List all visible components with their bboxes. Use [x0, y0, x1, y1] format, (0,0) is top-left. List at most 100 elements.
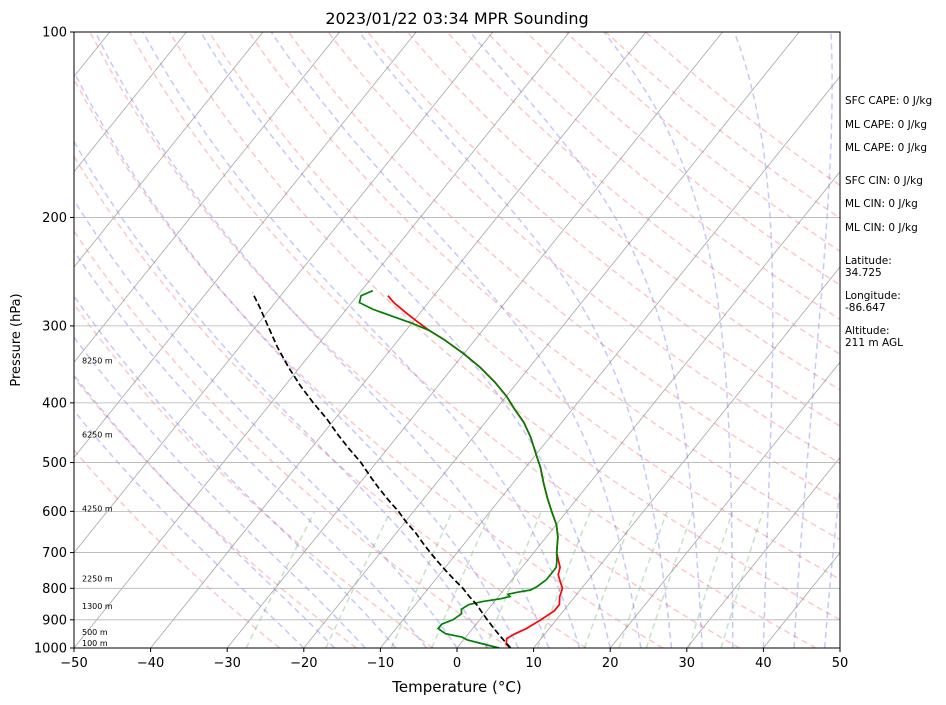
dry-adiabat — [74, 303, 434, 648]
x-tick-label: 20 — [602, 656, 619, 671]
dry-adiabat — [248, 32, 840, 541]
dry-adiabat — [74, 448, 281, 648]
isotherm — [74, 32, 264, 268]
height-label: 6250 m — [82, 430, 113, 439]
height-label: 500 m — [82, 628, 108, 637]
isotherm — [226, 32, 723, 648]
moist-adiabat — [270, 32, 642, 648]
x-tick-label: −10 — [367, 656, 394, 671]
moist-adiabat — [793, 32, 833, 648]
x-tick-label: 0 — [453, 656, 461, 671]
x-tick-label: −50 — [60, 656, 87, 671]
moist-adiabat — [74, 409, 305, 648]
x-tick-label: 40 — [755, 656, 772, 671]
moist-adiabat — [603, 32, 734, 648]
axes: −50 −40 −30 −20 −10 0 10 20 30 40 50 100 200 300 400 50… — [34, 26, 848, 672]
mixing-ratio-line — [687, 511, 734, 648]
ml-cin-text: ML CIN: 0 J/kg — [845, 198, 918, 210]
dry-adiabat — [367, 32, 840, 428]
mixing-ratio-line — [431, 510, 492, 648]
mixing-ratio-line — [245, 510, 316, 648]
dry-adiabat — [525, 32, 840, 286]
height-label: 8250 m — [82, 356, 113, 365]
ml-cape-text: ML CAPE: 0 J/kg — [845, 119, 927, 131]
moist-adiabat — [74, 140, 489, 648]
dry-adiabat — [129, 32, 817, 648]
y-tick-label: 500 — [42, 456, 67, 471]
x-axis-title: Temperature (°C) — [391, 678, 521, 696]
isotherm — [380, 75, 840, 648]
latitude-value: 34.725 — [845, 267, 882, 279]
longitude-value: -86.647 — [845, 302, 886, 314]
ml-cin-text-2: ML CIN: 0 J/kg — [845, 222, 918, 234]
sfc-cape-text: SFC CAPE: 0 J/kg — [845, 95, 932, 107]
isotherm — [74, 32, 417, 459]
height-labels: 8250 m 6250 m 4250 m 2250 m 1300 m 500 m 100 m — [82, 356, 113, 648]
moist-adiabat — [358, 32, 673, 648]
mixing-ratio-line — [325, 510, 391, 648]
moist-adiabat — [142, 32, 581, 648]
dry-adiabat — [406, 32, 840, 391]
mixing-ratio-line — [484, 511, 543, 648]
altitude-label: Altitude: — [845, 325, 890, 337]
dewpoint-line — [358, 289, 559, 648]
x-tick-label: 30 — [679, 656, 696, 671]
y-tick-label: 800 — [42, 582, 67, 597]
y-tick-label: 200 — [42, 211, 67, 226]
moist-adiabat — [823, 481, 840, 648]
moist-adiabat — [74, 373, 335, 648]
dry-adiabat — [327, 32, 840, 465]
dry-adiabat — [89, 32, 740, 648]
chart-title: 2023/01/22 03:34 MPR Sounding — [325, 9, 588, 28]
dry-adiabat — [287, 32, 840, 502]
dry-adiabat — [74, 154, 587, 648]
side-panel: SFC CAPE: 0 J/kg ML CAPE: 0 J/kg ML CAPE… — [845, 95, 932, 349]
y-tick-label: 900 — [42, 613, 67, 628]
moist-adiabat — [74, 70, 519, 648]
y-tick-label: 700 — [42, 546, 67, 561]
dry-adiabat — [208, 32, 840, 581]
x-tick-label: −30 — [213, 656, 240, 671]
moist-adiabat — [74, 249, 427, 648]
altitude-value: 211 m AGL — [845, 337, 903, 349]
isotherm — [74, 32, 494, 554]
moist-adiabat — [199, 32, 611, 648]
moist-adiabat — [94, 32, 550, 648]
isotherm — [456, 171, 840, 648]
dry-adiabat — [168, 32, 840, 621]
x-tick-label: −40 — [137, 656, 164, 671]
moist-adiabat — [74, 294, 397, 648]
x-tick-label: 50 — [832, 656, 849, 671]
dry-adiabat — [74, 77, 664, 648]
height-label: 4250 m — [82, 504, 113, 513]
dry-adiabat — [74, 229, 510, 648]
isotherm — [686, 456, 840, 648]
latitude-label: Latitude: — [845, 255, 892, 267]
y-tick-label: 400 — [42, 396, 67, 411]
sfc-cin-text: SFC CIN: 0 J/kg — [845, 175, 923, 187]
y-axis-title: Pressure (hPa) — [9, 293, 24, 386]
background-lines — [74, 32, 840, 648]
isotherm — [150, 32, 647, 648]
isotherm — [533, 266, 840, 648]
y-tick-label: 600 — [42, 505, 67, 520]
moist-adiabat — [469, 32, 703, 648]
longitude-label: Longitude: — [845, 290, 901, 302]
sounding-traces — [251, 289, 564, 648]
dry-adiabat — [74, 376, 357, 648]
isotherm — [609, 361, 840, 648]
y-tick-label: 100 — [42, 26, 67, 41]
x-tick-label: −20 — [290, 656, 317, 671]
isotherm — [303, 32, 800, 648]
moist-adiabat — [733, 32, 774, 648]
height-label: 2250 m — [82, 575, 113, 584]
height-label: 100 m — [82, 639, 108, 648]
y-tick-label: 300 — [42, 319, 67, 334]
x-tick-label: 10 — [525, 656, 542, 671]
ml-cape-text-2: ML CAPE: 0 J/kg — [845, 142, 927, 154]
moist-adiabat — [74, 198, 458, 648]
moist-adiabat — [74, 336, 366, 648]
isotherm — [74, 32, 187, 173]
